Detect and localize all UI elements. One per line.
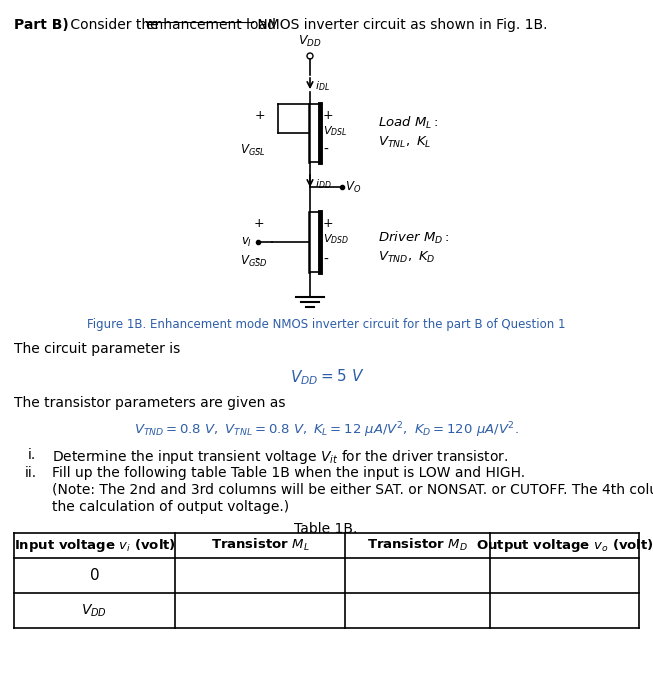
Text: Transistor $M_L$: Transistor $M_L$ xyxy=(210,537,310,553)
Text: $V_{DD}$: $V_{DD}$ xyxy=(290,368,318,387)
Text: $Load\ M_L:$: $Load\ M_L:$ xyxy=(378,115,439,131)
Text: $V_{GSD}$: $V_{GSD}$ xyxy=(240,254,268,269)
Text: enhancement load: enhancement load xyxy=(146,18,276,32)
Text: $v_I$: $v_I$ xyxy=(241,235,252,248)
Text: Fill up the following table Table 1B when the input is LOW and HIGH.: Fill up the following table Table 1B whe… xyxy=(52,466,525,480)
Text: $i_{DL}$: $i_{DL}$ xyxy=(315,79,330,93)
Text: Transistor $M_D$: Transistor $M_D$ xyxy=(367,537,468,553)
Text: Output voltage $v_o$ (volt): Output voltage $v_o$ (volt) xyxy=(475,537,653,554)
Text: +: + xyxy=(254,217,264,230)
Text: $V_{TND} = 0.8\ V,\ V_{TNL} = 0.8\ V,\ K_L = 12\ \mu A/V^2,\ K_D = 120\ \mu A/V^: $V_{TND} = 0.8\ V,\ V_{TNL} = 0.8\ V,\ K… xyxy=(133,420,518,440)
Text: -: - xyxy=(323,253,328,267)
Text: NMOS inverter circuit as shown in Fig. 1B.: NMOS inverter circuit as shown in Fig. 1… xyxy=(253,18,547,32)
Text: $= 5\ V$: $= 5\ V$ xyxy=(318,368,364,384)
Text: $V_{GSL}$: $V_{GSL}$ xyxy=(240,143,266,158)
Text: -: - xyxy=(255,143,260,157)
Text: Determine the input transient voltage $V_{it}$ for the driver transistor.: Determine the input transient voltage $V… xyxy=(52,448,508,466)
Text: $V_{DD}$: $V_{DD}$ xyxy=(82,602,108,618)
Text: the calculation of output voltage.): the calculation of output voltage.) xyxy=(52,500,289,514)
Text: +: + xyxy=(255,109,266,122)
Text: -: - xyxy=(323,143,328,157)
Text: (Note: The 2nd and 3rd columns will be either SAT. or NONSAT. or CUTOFF. The 4th: (Note: The 2nd and 3rd columns will be e… xyxy=(52,483,653,497)
Text: $V_{DD}$: $V_{DD}$ xyxy=(298,34,322,49)
Text: $i_{DD}$: $i_{DD}$ xyxy=(315,177,332,191)
Text: 0: 0 xyxy=(89,568,99,583)
Text: $V_O$: $V_O$ xyxy=(345,179,361,195)
Text: Figure 1B. Enhancement mode NMOS inverter circuit for the part B of Question 1: Figure 1B. Enhancement mode NMOS inverte… xyxy=(87,318,565,331)
Text: Input voltage $v_i$ (volt): Input voltage $v_i$ (volt) xyxy=(14,537,176,554)
Text: Table 1B.: Table 1B. xyxy=(295,522,358,536)
Text: The transistor parameters are given as: The transistor parameters are given as xyxy=(14,396,285,410)
Text: $V_{DSL}$: $V_{DSL}$ xyxy=(323,124,347,138)
Text: $V_{DSD}$: $V_{DSD}$ xyxy=(323,232,349,246)
Text: $Driver\ M_D:$: $Driver\ M_D:$ xyxy=(378,230,449,246)
Text: $V_{TND},\ K_D$: $V_{TND},\ K_D$ xyxy=(378,250,436,265)
Text: $V_{TNL},\ K_L$: $V_{TNL},\ K_L$ xyxy=(378,135,432,150)
Text: Part B): Part B) xyxy=(14,18,69,32)
Text: +: + xyxy=(323,109,334,122)
Text: i.: i. xyxy=(28,448,37,462)
Text: The circuit parameter is: The circuit parameter is xyxy=(14,342,180,356)
Text: +: + xyxy=(323,217,334,230)
Text: Consider the: Consider the xyxy=(66,18,163,32)
Text: -: - xyxy=(254,253,259,267)
Text: ii.: ii. xyxy=(25,466,37,480)
